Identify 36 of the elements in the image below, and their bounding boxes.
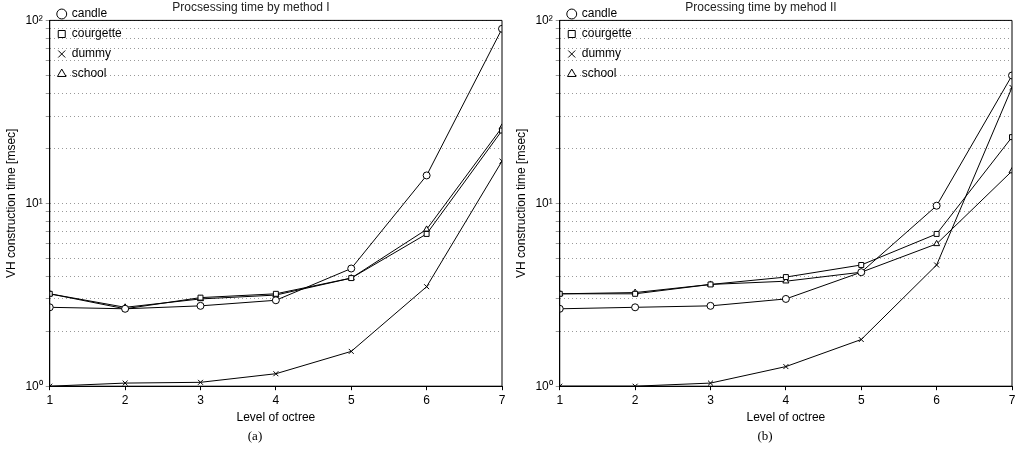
- chart-title: Processing time by mehod II: [685, 0, 837, 14]
- x-tick-label: 3: [707, 392, 715, 407]
- x-tick-label: 3: [197, 392, 205, 407]
- x-tick-label: 1: [46, 392, 54, 407]
- legend-label: dummy: [581, 46, 622, 61]
- x-tick-label: 4: [272, 392, 280, 407]
- x-tick-label: 5: [347, 392, 355, 407]
- y-tick-label: 10²: [535, 12, 553, 27]
- y-tick-label: 10¹: [535, 195, 553, 210]
- x-axis-title: Level of octree: [236, 410, 316, 425]
- x-tick-label: 1: [556, 392, 564, 407]
- x-tick-label: 5: [857, 392, 865, 407]
- legend-label: courgette: [71, 26, 123, 41]
- legend-label: school: [581, 66, 617, 81]
- chart-title: Procsessing time by method I: [172, 0, 330, 14]
- y-tick-label: 10¹: [25, 195, 43, 210]
- y-tick-label: 10⁰: [25, 378, 43, 393]
- x-tick-label: 2: [631, 392, 639, 407]
- x-tick-label: 7: [1008, 392, 1016, 407]
- x-tick-label: 7: [498, 392, 506, 407]
- y-tick-label: 10²: [25, 12, 43, 27]
- legend-label: dummy: [71, 46, 112, 61]
- x-tick-label: 6: [423, 392, 431, 407]
- legend-label: school: [71, 66, 107, 81]
- x-tick-label: 2: [121, 392, 129, 407]
- x-tick-label: 6: [933, 392, 941, 407]
- y-axis-title: VH construction time [msec]: [513, 128, 528, 278]
- text: (a): [246, 428, 264, 444]
- x-tick-label: 4: [782, 392, 790, 407]
- x-axis-title: Level of octree: [746, 410, 826, 425]
- legend-label: candle: [581, 6, 618, 21]
- legend-label: candle: [71, 6, 108, 21]
- legend-label: courgette: [581, 26, 633, 41]
- text: (b): [756, 428, 774, 444]
- y-axis-title: VH construction time [msec]: [3, 128, 18, 278]
- y-tick-label: 10⁰: [535, 378, 553, 393]
